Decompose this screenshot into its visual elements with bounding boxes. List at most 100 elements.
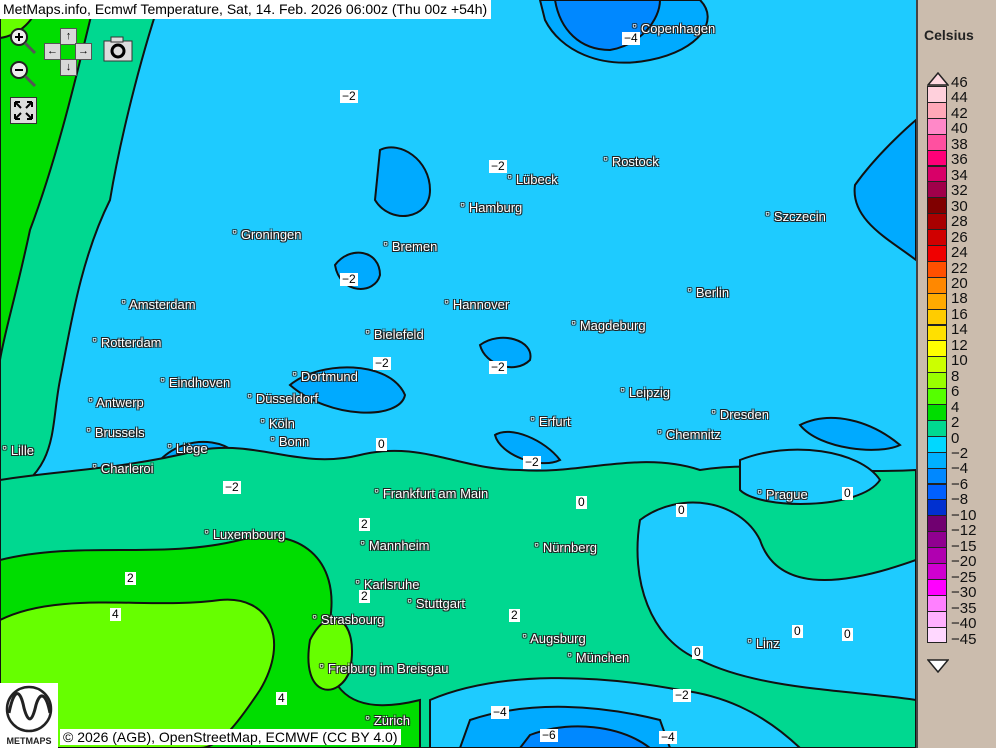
fullscreen-icon <box>10 97 37 124</box>
metmaps-logo[interactable]: METMAPS <box>0 683 58 748</box>
legend-tick-label: 46 <box>951 74 968 91</box>
legend-swatch <box>927 149 947 167</box>
legend-swatch <box>927 356 947 374</box>
legend-tick-label: 44 <box>951 89 968 107</box>
contour-label: −2 <box>340 272 358 286</box>
svg-text:METMAPS: METMAPS <box>7 736 52 746</box>
legend-tick-label: 38 <box>951 135 968 153</box>
legend-max-arrow-icon <box>927 72 949 86</box>
legend-tick-label: 28 <box>951 213 968 231</box>
zoom-out-button[interactable] <box>8 59 38 89</box>
city-label: ° Leipzig <box>620 385 671 400</box>
zoom-in-button[interactable] <box>8 26 38 56</box>
city-label: ° Chemnitz <box>657 427 721 442</box>
city-label: ° Mannheim <box>360 538 430 553</box>
city-label: ° Berlin <box>687 285 730 300</box>
legend-swatch <box>927 451 947 469</box>
pan-up-button[interactable]: ↑ <box>60 28 77 45</box>
contour-label: −2 <box>223 480 241 494</box>
contour-label: 0 <box>792 624 803 638</box>
city-label: ° Köln <box>260 416 295 431</box>
legend-swatch <box>927 594 947 612</box>
legend-tick-label: 32 <box>951 182 968 200</box>
attribution: © 2026 (AGB), OpenStreetMap, ECMWF (CC B… <box>60 729 401 745</box>
legend-swatch <box>927 404 947 421</box>
legend-swatch <box>927 86 947 103</box>
legend-swatch <box>927 626 947 644</box>
legend-swatch <box>927 435 947 453</box>
city-label: ° Amsterdam <box>121 297 196 312</box>
legend-tick-label: 0 <box>951 429 960 447</box>
legend-tick-label: 6 <box>951 383 960 401</box>
contour-label: −2 <box>340 89 358 103</box>
legend-tick-label: 40 <box>951 120 968 138</box>
legend-tick-label: −15 <box>951 537 977 555</box>
city-label: ° Freiburg im Breisgau <box>319 661 449 676</box>
legend-swatch <box>927 117 947 135</box>
legend-tick-label: −10 <box>951 506 977 524</box>
city-label: ° Düsseldorf <box>247 391 318 406</box>
legend-swatch <box>927 292 947 310</box>
legend-tick-label: 26 <box>951 228 968 246</box>
contour-label: 2 <box>509 608 520 622</box>
legend-tick-label: −4 <box>951 460 969 478</box>
legend-tick-label: −2 <box>951 445 969 462</box>
city-label: ° Hannover <box>444 297 510 312</box>
legend-swatch <box>927 308 947 326</box>
city-label: ° Rostock <box>603 154 659 169</box>
legend-swatch <box>927 547 947 564</box>
legend-tick-label: 12 <box>951 336 968 354</box>
pan-down-button[interactable]: ↓ <box>60 59 77 76</box>
fullscreen-button[interactable] <box>10 97 37 124</box>
legend-tick-label: 16 <box>951 305 968 323</box>
screenshot-button[interactable] <box>103 36 133 62</box>
city-label: ° Prague <box>757 487 808 502</box>
legend-swatch <box>927 483 947 501</box>
legend-swatch <box>927 388 947 405</box>
pan-right-button[interactable]: → <box>75 43 92 60</box>
contour-label: −2 <box>373 356 391 370</box>
legend-swatch <box>927 531 947 549</box>
city-label: ° Luxembourg <box>204 527 286 542</box>
legend-swatch <box>927 213 947 231</box>
city-label: ° Dortmund <box>292 369 358 384</box>
contour-label: −4 <box>659 730 677 744</box>
legend-min-arrow-icon <box>927 659 949 673</box>
city-label: ° Augsburg <box>522 631 586 646</box>
temperature-legend: Celsius 46 44 42 40 38 36 34 32 30 28 26 24 22 20 18 16… <box>916 0 996 748</box>
legend-swatch <box>927 165 947 183</box>
city-label: ° Brussels <box>86 425 145 440</box>
contour-label: −2 <box>489 360 507 374</box>
contour-label: −4 <box>491 705 509 719</box>
legend-tick-label: 10 <box>951 352 968 370</box>
city-label: ° Eindhoven <box>160 375 231 390</box>
legend-tick-label: −25 <box>951 568 977 586</box>
metmaps-logo-icon: METMAPS <box>5 685 53 746</box>
city-label: ° Erfurt <box>530 414 571 429</box>
legend-swatch <box>927 101 947 119</box>
city-label: ° Copenhagen <box>632 21 716 36</box>
legend-swatch <box>927 419 947 437</box>
contour-label: 2 <box>359 517 370 531</box>
city-label: ° Liège <box>167 441 208 456</box>
legend-swatch <box>927 181 947 199</box>
city-label: ° Frankfurt am Main <box>374 486 489 501</box>
legend-tick-label: −8 <box>951 491 969 509</box>
city-label: ° München <box>567 650 630 665</box>
city-label: ° Groningen <box>232 227 302 242</box>
city-label: ° Rotterdam <box>92 335 162 350</box>
contour-label: 2 <box>125 571 136 585</box>
temperature-field <box>0 0 916 748</box>
legend-tick-label: 22 <box>951 259 968 277</box>
pan-left-button[interactable]: ← <box>44 43 61 60</box>
contour-label: 4 <box>276 691 287 705</box>
legend-swatch <box>927 372 947 390</box>
city-label: ° Charleroi <box>92 461 154 476</box>
contour-label: 0 <box>842 486 853 500</box>
contour-label: 0 <box>842 627 853 641</box>
city-label: ° Zürich <box>365 713 410 728</box>
contour-label: −6 <box>540 728 558 742</box>
temperature-map[interactable]: MetMaps.info, Ecmwf Temperature, Sat, 14… <box>0 0 916 748</box>
city-label: ° Antwerp <box>88 395 144 410</box>
city-label: ° Magdeburg <box>571 318 646 333</box>
